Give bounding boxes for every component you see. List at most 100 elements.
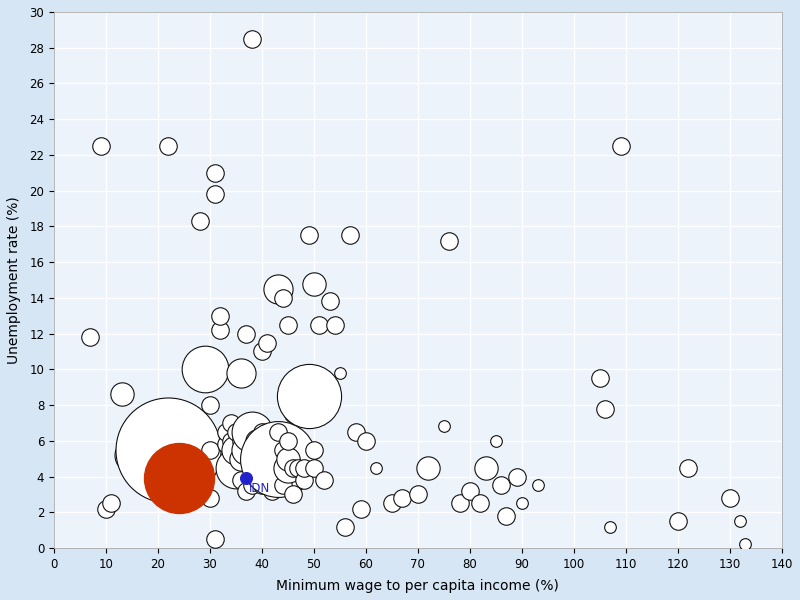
Point <box>261 481 274 490</box>
Point <box>203 493 216 503</box>
Point <box>224 418 237 428</box>
Point <box>286 463 299 472</box>
Point <box>198 365 211 374</box>
Point <box>614 141 627 151</box>
Point <box>297 475 310 485</box>
Point <box>594 373 606 383</box>
Point <box>240 445 253 455</box>
Point <box>297 463 310 472</box>
Point <box>234 475 247 485</box>
Point <box>261 463 274 472</box>
Point <box>307 445 320 455</box>
Point <box>219 427 232 437</box>
Point <box>126 450 138 460</box>
Point <box>490 436 502 446</box>
Point <box>234 454 247 463</box>
Point <box>276 293 289 302</box>
Point <box>323 296 336 306</box>
Point <box>234 368 247 377</box>
Point <box>255 481 268 490</box>
Point <box>266 486 278 496</box>
Point <box>671 517 684 526</box>
Point <box>302 391 315 401</box>
Point <box>282 454 294 463</box>
Point <box>474 499 486 508</box>
Point <box>245 34 258 44</box>
Point <box>214 311 226 320</box>
Point <box>282 436 294 446</box>
Point <box>224 436 237 446</box>
Point <box>307 463 320 472</box>
Point <box>370 463 382 472</box>
Point <box>245 427 258 437</box>
Point <box>271 427 284 437</box>
Point <box>105 499 118 508</box>
Point <box>209 534 222 544</box>
Point <box>203 445 216 455</box>
Point <box>292 463 305 472</box>
Point <box>224 454 237 463</box>
Point <box>230 427 242 437</box>
Point <box>297 382 310 392</box>
Point <box>209 190 222 199</box>
Point <box>162 445 174 455</box>
Point <box>255 427 268 437</box>
Point <box>338 522 351 532</box>
Point <box>250 445 263 455</box>
Point <box>386 499 398 508</box>
Point <box>240 329 253 338</box>
Point <box>255 436 268 446</box>
Point <box>318 475 330 485</box>
Point <box>151 457 164 467</box>
Point <box>307 279 320 289</box>
Point <box>245 454 258 463</box>
Point <box>266 445 278 455</box>
Point <box>167 481 180 490</box>
Point <box>271 284 284 294</box>
Point <box>282 320 294 329</box>
Point <box>604 522 617 532</box>
Point <box>230 463 242 472</box>
Point <box>193 216 206 226</box>
Point <box>172 473 185 483</box>
Point <box>302 230 315 240</box>
Point <box>500 511 513 521</box>
Point <box>515 499 528 508</box>
Point <box>479 463 492 472</box>
Point <box>141 440 154 449</box>
Point <box>313 320 326 329</box>
X-axis label: Minimum wage to per capita income (%): Minimum wage to per capita income (%) <box>277 579 559 593</box>
Point <box>230 445 242 455</box>
Point <box>494 481 507 490</box>
Point <box>162 479 174 488</box>
Point <box>271 454 284 463</box>
Text: USA: USA <box>155 470 179 483</box>
Point <box>271 475 284 485</box>
Point <box>453 499 466 508</box>
Point <box>245 436 258 446</box>
Point <box>286 409 299 419</box>
Point <box>334 368 346 377</box>
Point <box>240 486 253 496</box>
Point <box>261 427 274 437</box>
Point <box>438 422 450 431</box>
Point <box>266 436 278 446</box>
Point <box>162 141 174 151</box>
Point <box>240 427 253 437</box>
Point <box>422 463 434 472</box>
Point <box>276 463 289 472</box>
Point <box>214 325 226 335</box>
Point <box>203 400 216 410</box>
Point <box>292 373 305 383</box>
Point <box>442 236 455 245</box>
Point <box>359 436 372 446</box>
Point <box>276 481 289 490</box>
Point <box>255 454 268 463</box>
Point <box>146 445 159 455</box>
Point <box>354 504 367 514</box>
Point <box>234 436 247 446</box>
Point <box>255 347 268 356</box>
Point <box>261 338 274 347</box>
Point <box>396 493 409 503</box>
Point <box>723 493 736 503</box>
